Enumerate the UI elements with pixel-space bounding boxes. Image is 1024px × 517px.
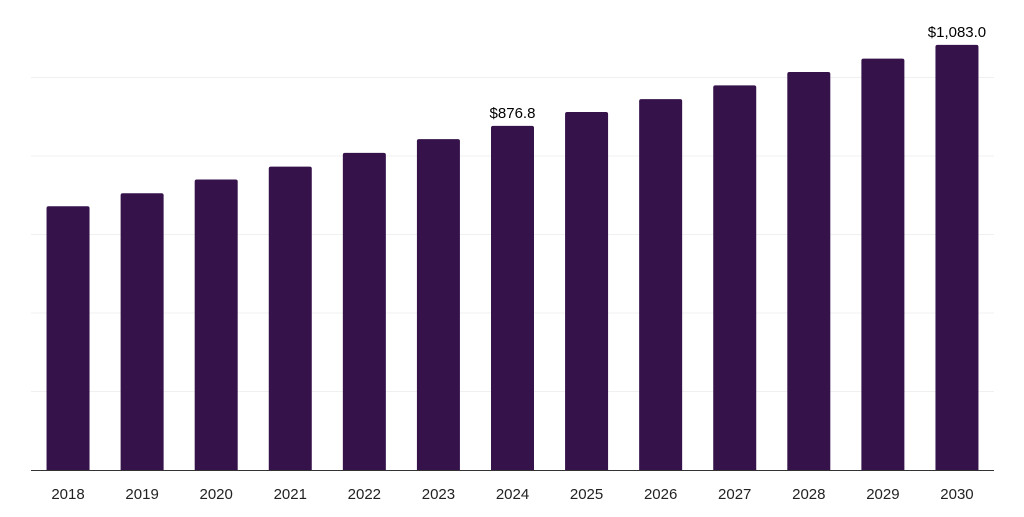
x-tick-label-2030: 2030 — [940, 486, 973, 503]
x-tick-label-2021: 2021 — [274, 486, 307, 503]
x-tick-label-2027: 2027 — [718, 486, 751, 503]
bar-2027 — [713, 85, 757, 470]
x-tick-labels: 2018 2019 2020 2021 2022 2023 2024 2025 2026 2027… — [51, 486, 973, 503]
data-label-2030: $1,083.0 — [928, 24, 986, 41]
x-tick-label-2024: 2024 — [496, 486, 529, 503]
x-tick-label-2028: 2028 — [792, 486, 825, 503]
bar-2025 — [565, 112, 609, 470]
x-tick-label-2018: 2018 — [51, 486, 84, 503]
bar-2021 — [268, 166, 312, 470]
data-label-2024: $876.8 — [490, 105, 536, 122]
x-tick-label-2022: 2022 — [348, 486, 381, 503]
x-tick-label-2020: 2020 — [200, 486, 233, 503]
bar-2028 — [787, 72, 831, 470]
bar-2030 — [935, 44, 979, 471]
x-tick-label-2025: 2025 — [570, 486, 603, 503]
x-tick-label-2019: 2019 — [125, 486, 158, 503]
bar-2029 — [861, 58, 905, 470]
bar-2020 — [194, 179, 238, 471]
bar-2018 — [46, 206, 90, 471]
data-labels: $876.8 $1,083.0 — [490, 24, 987, 122]
bar-2019 — [120, 193, 164, 470]
bar-2023 — [416, 139, 460, 470]
bar-2022 — [342, 152, 386, 471]
bar-2026 — [639, 99, 683, 471]
bars — [46, 44, 979, 471]
bar-2024 — [491, 125, 534, 470]
x-tick-label-2026: 2026 — [644, 486, 677, 503]
x-tick-label-2029: 2029 — [866, 486, 899, 503]
x-tick-label-2023: 2023 — [422, 486, 455, 503]
